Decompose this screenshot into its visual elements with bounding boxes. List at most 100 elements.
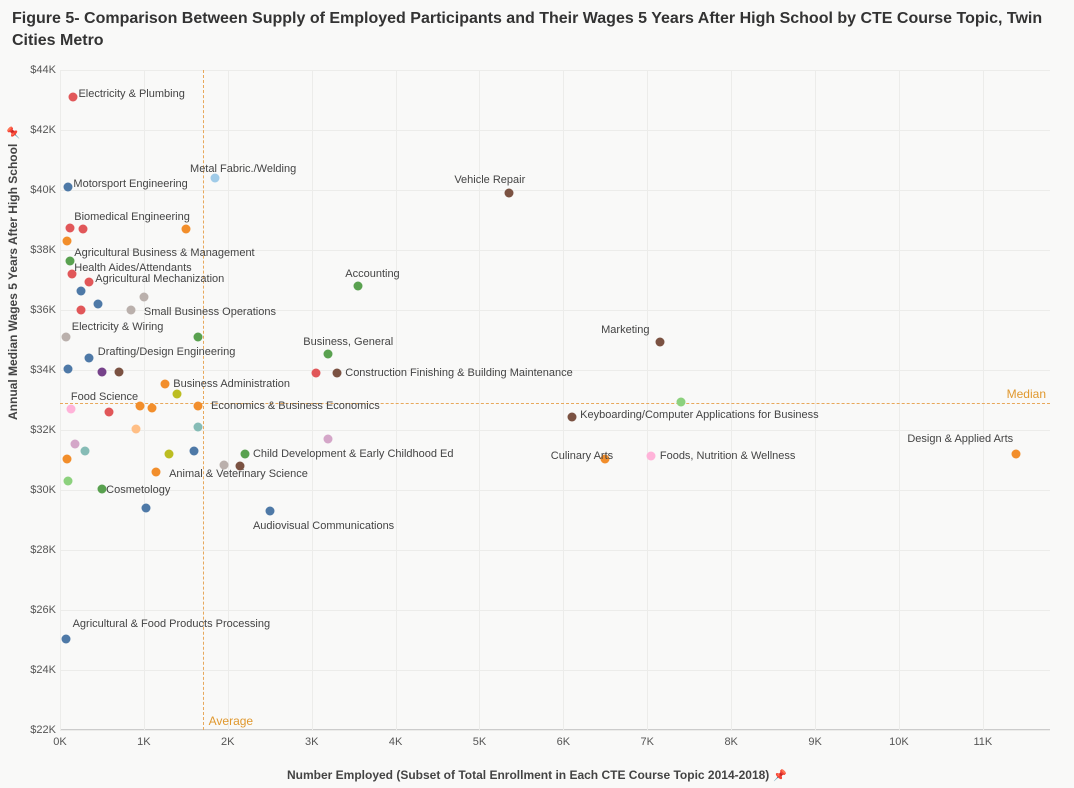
scatter-point[interactable] bbox=[190, 447, 199, 456]
y-tick: $32K bbox=[16, 424, 56, 436]
point-label: Electricity & Plumbing bbox=[78, 88, 184, 100]
scatter-point[interactable] bbox=[104, 408, 113, 417]
scatter-point[interactable] bbox=[97, 484, 106, 493]
scatter-point[interactable] bbox=[131, 424, 140, 433]
scatter-point[interactable] bbox=[114, 367, 123, 376]
scatter-point[interactable] bbox=[194, 423, 203, 432]
scatter-point[interactable] bbox=[173, 390, 182, 399]
scatter-point[interactable] bbox=[601, 454, 610, 463]
scatter-point[interactable] bbox=[61, 634, 70, 643]
scatter-point[interactable] bbox=[194, 402, 203, 411]
y-tick: $28K bbox=[16, 544, 56, 556]
scatter-point[interactable] bbox=[62, 237, 71, 246]
average-reference-line bbox=[203, 70, 204, 730]
gridline-h bbox=[60, 610, 1050, 611]
x-axis-label: Number Employed (Subset of Total Enrollm… bbox=[287, 768, 787, 782]
scatter-point[interactable] bbox=[64, 364, 73, 373]
point-label: Economics & Business Economics bbox=[211, 400, 380, 412]
scatter-point[interactable] bbox=[647, 451, 656, 460]
gridline-h bbox=[60, 310, 1050, 311]
scatter-point[interactable] bbox=[655, 337, 664, 346]
point-label: Electricity & Wiring bbox=[72, 321, 164, 333]
point-label: Business, General bbox=[303, 336, 393, 348]
y-tick: $34K bbox=[16, 364, 56, 376]
x-tick: 11K bbox=[973, 736, 992, 748]
y-tick: $38K bbox=[16, 244, 56, 256]
point-label: Biomedical Engineering bbox=[74, 211, 190, 223]
x-tick: 4K bbox=[389, 736, 402, 748]
gridline-h bbox=[60, 370, 1050, 371]
scatter-point[interactable] bbox=[152, 468, 161, 477]
scatter-point[interactable] bbox=[181, 225, 190, 234]
y-tick: $36K bbox=[16, 304, 56, 316]
scatter-point[interactable] bbox=[61, 333, 70, 342]
point-label: Keyboarding/Computer Applications for Bu… bbox=[580, 409, 818, 421]
x-tick: 10K bbox=[889, 736, 909, 748]
scatter-point[interactable] bbox=[64, 477, 73, 486]
scatter-point[interactable] bbox=[64, 183, 73, 192]
scatter-point[interactable] bbox=[236, 462, 245, 471]
scatter-point[interactable] bbox=[324, 435, 333, 444]
x-tick: 3K bbox=[305, 736, 318, 748]
scatter-point[interactable] bbox=[160, 379, 169, 388]
point-label: Food Science bbox=[71, 391, 138, 403]
scatter-point[interactable] bbox=[97, 367, 106, 376]
point-label: Accounting bbox=[345, 268, 399, 280]
scatter-point[interactable] bbox=[148, 403, 157, 412]
scatter-point[interactable] bbox=[67, 270, 76, 279]
gridline-v bbox=[815, 70, 816, 730]
x-tick: 7K bbox=[641, 736, 654, 748]
scatter-point[interactable] bbox=[66, 405, 75, 414]
pin-icon: 📌 bbox=[773, 769, 787, 782]
scatter-point[interactable] bbox=[265, 507, 274, 516]
chart-plot-area: $22K$24K$26K$28K$30K$32K$34K$36K$38K$40K… bbox=[60, 70, 1050, 730]
x-tick: 5K bbox=[473, 736, 486, 748]
scatter-point[interactable] bbox=[1012, 450, 1021, 459]
scatter-point[interactable] bbox=[332, 369, 341, 378]
scatter-point[interactable] bbox=[219, 460, 228, 469]
x-tick: 8K bbox=[724, 736, 737, 748]
scatter-point[interactable] bbox=[194, 333, 203, 342]
scatter-point[interactable] bbox=[324, 349, 333, 358]
median-reference-line bbox=[60, 403, 1050, 404]
x-tick: 0K bbox=[53, 736, 66, 748]
point-label: Design & Applied Arts bbox=[907, 433, 1013, 445]
gridline-h bbox=[60, 670, 1050, 671]
scatter-point[interactable] bbox=[165, 450, 174, 459]
scatter-point[interactable] bbox=[676, 397, 685, 406]
scatter-point[interactable] bbox=[141, 504, 150, 513]
scatter-point[interactable] bbox=[79, 225, 88, 234]
scatter-point[interactable] bbox=[93, 300, 102, 309]
scatter-point[interactable] bbox=[211, 174, 220, 183]
point-label: Foods, Nutrition & Wellness bbox=[660, 450, 796, 462]
y-tick: $30K bbox=[16, 484, 56, 496]
scatter-point[interactable] bbox=[353, 282, 362, 291]
point-label: Agricultural Mechanization bbox=[95, 273, 224, 285]
point-label: Child Development & Early Childhood Ed bbox=[253, 448, 454, 460]
scatter-point[interactable] bbox=[71, 439, 80, 448]
scatter-point[interactable] bbox=[62, 454, 71, 463]
scatter-point[interactable] bbox=[85, 277, 94, 286]
point-label: Metal Fabric./Welding bbox=[190, 163, 296, 175]
scatter-point[interactable] bbox=[311, 369, 320, 378]
scatter-point[interactable] bbox=[81, 447, 90, 456]
scatter-point[interactable] bbox=[76, 306, 85, 315]
gridline-h bbox=[60, 430, 1050, 431]
scatter-point[interactable] bbox=[68, 93, 77, 102]
scatter-point[interactable] bbox=[240, 450, 249, 459]
point-label: Construction Finishing & Building Mainte… bbox=[345, 367, 572, 379]
y-tick: $40K bbox=[16, 184, 56, 196]
scatter-point[interactable] bbox=[66, 223, 75, 232]
scatter-point[interactable] bbox=[85, 354, 94, 363]
scatter-point[interactable] bbox=[567, 412, 576, 421]
scatter-point[interactable] bbox=[504, 189, 513, 198]
gridline-v bbox=[312, 70, 313, 730]
gridline-h bbox=[60, 130, 1050, 131]
point-label: Agricultural & Food Products Processing bbox=[73, 618, 270, 630]
scatter-point[interactable] bbox=[66, 256, 75, 265]
scatter-point[interactable] bbox=[135, 402, 144, 411]
scatter-point[interactable] bbox=[139, 292, 148, 301]
scatter-point[interactable] bbox=[127, 306, 136, 315]
gridline-v bbox=[647, 70, 648, 730]
scatter-point[interactable] bbox=[76, 286, 85, 295]
